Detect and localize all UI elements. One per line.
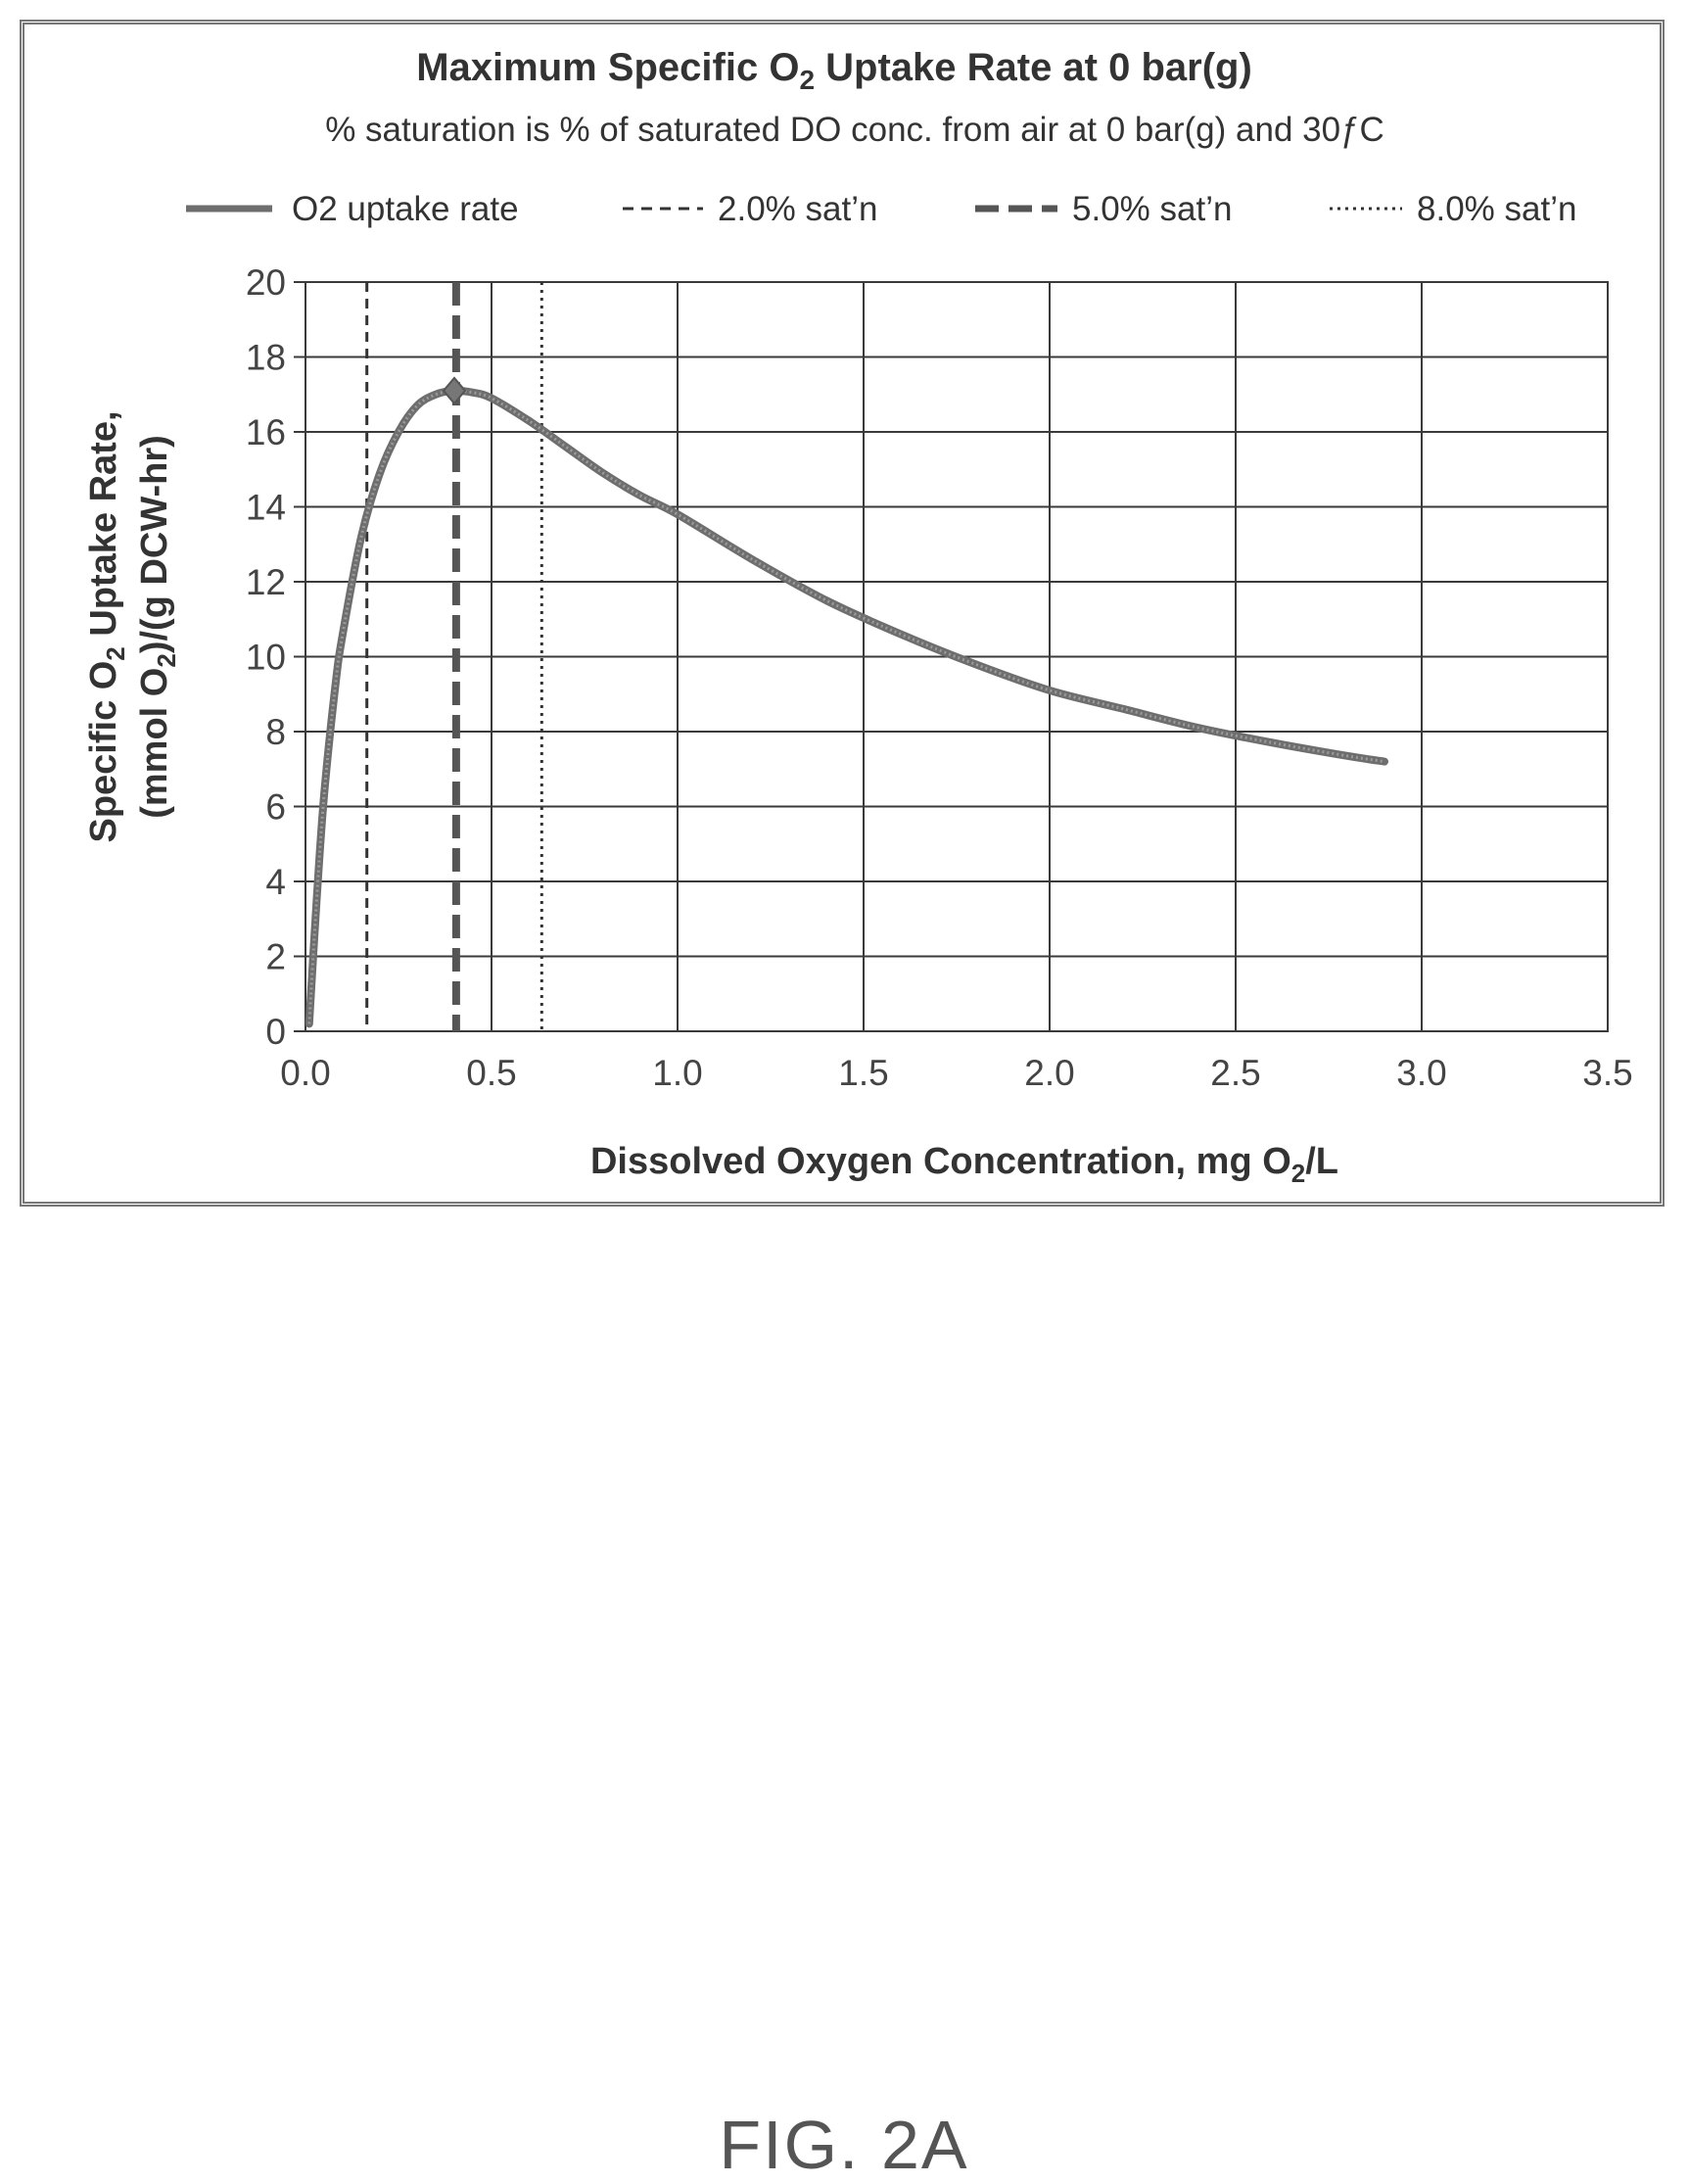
y-tick-label: 16 bbox=[246, 412, 286, 452]
saturation-lines bbox=[365, 282, 543, 1031]
y-tick-label: 12 bbox=[246, 562, 286, 602]
curve-layer bbox=[305, 376, 1388, 1028]
y-axis-title-line1: Specific O2 Uptake Rate, bbox=[83, 410, 130, 842]
grid bbox=[294, 281, 1609, 1032]
figure-label: FIG. 2A bbox=[719, 2107, 969, 2183]
x-tick-label: 2.5 bbox=[1210, 1053, 1260, 1093]
chart-title: Maximum Specific O2 Uptake Rate at 0 bar… bbox=[416, 46, 1252, 95]
y-tick-label: 10 bbox=[246, 638, 286, 678]
legend-item-8pct: 8.0% sat’n bbox=[1330, 190, 1576, 228]
x-tick-label: 0.0 bbox=[280, 1053, 330, 1093]
y-tick-label: 6 bbox=[265, 787, 286, 828]
x-tick-label: 2.0 bbox=[1024, 1053, 1074, 1093]
chart-subtitle: % saturation is % of saturated DO conc. … bbox=[325, 111, 1384, 149]
y-tick-label: 18 bbox=[246, 338, 286, 378]
y-tick-label: 4 bbox=[265, 862, 286, 902]
chart: Maximum Specific O2 Uptake Rate at 0 bar… bbox=[83, 46, 1633, 1188]
legend-label-2pct: 2.0% sat’n bbox=[718, 190, 877, 228]
y-axis-ticks: 0 2 4 6 8 10 12 14 16 18 20 bbox=[246, 262, 286, 1052]
y-tick-label: 20 bbox=[246, 262, 286, 303]
x-tick-label: 0.5 bbox=[466, 1053, 516, 1093]
y-axis-title-line2: (mmol O2)/(g DCW-hr) bbox=[134, 435, 181, 819]
legend-label-5pct: 5.0% sat’n bbox=[1072, 190, 1232, 228]
peak-marker bbox=[442, 376, 467, 405]
x-axis-ticks: 0.0 0.5 1.0 1.5 2.0 2.5 3.0 3.5 bbox=[280, 1053, 1632, 1093]
legend-item-5pct: 5.0% sat’n bbox=[975, 190, 1232, 228]
x-tick-label: 1.0 bbox=[652, 1053, 702, 1093]
legend: O2 uptake rate 2.0% sat’n 5.0% sat’n 8.0… bbox=[186, 190, 1576, 228]
y-tick-label: 2 bbox=[265, 937, 286, 977]
o2-uptake-curve-texture bbox=[307, 389, 1385, 1024]
legend-item-o2-uptake: O2 uptake rate bbox=[186, 190, 519, 228]
x-axis-title: Dissolved Oxygen Concentration, mg O2/L bbox=[590, 1141, 1338, 1188]
legend-label-8pct: 8.0% sat’n bbox=[1417, 190, 1576, 228]
y-axis-title: Specific O2 Uptake Rate, (mmol O2)/(g DC… bbox=[83, 410, 181, 842]
o2-uptake-curve bbox=[305, 386, 1388, 1028]
legend-label-o2-uptake: O2 uptake rate bbox=[292, 190, 519, 228]
y-tick-label: 0 bbox=[265, 1012, 286, 1052]
y-tick-label: 14 bbox=[246, 488, 286, 528]
chart-frame bbox=[20, 20, 1665, 1207]
y-tick-label: 8 bbox=[265, 712, 286, 752]
legend-item-2pct: 2.0% sat’n bbox=[623, 190, 877, 228]
x-tick-label: 3.0 bbox=[1396, 1053, 1446, 1093]
x-tick-label: 3.5 bbox=[1582, 1053, 1632, 1093]
x-tick-label: 1.5 bbox=[838, 1053, 888, 1093]
